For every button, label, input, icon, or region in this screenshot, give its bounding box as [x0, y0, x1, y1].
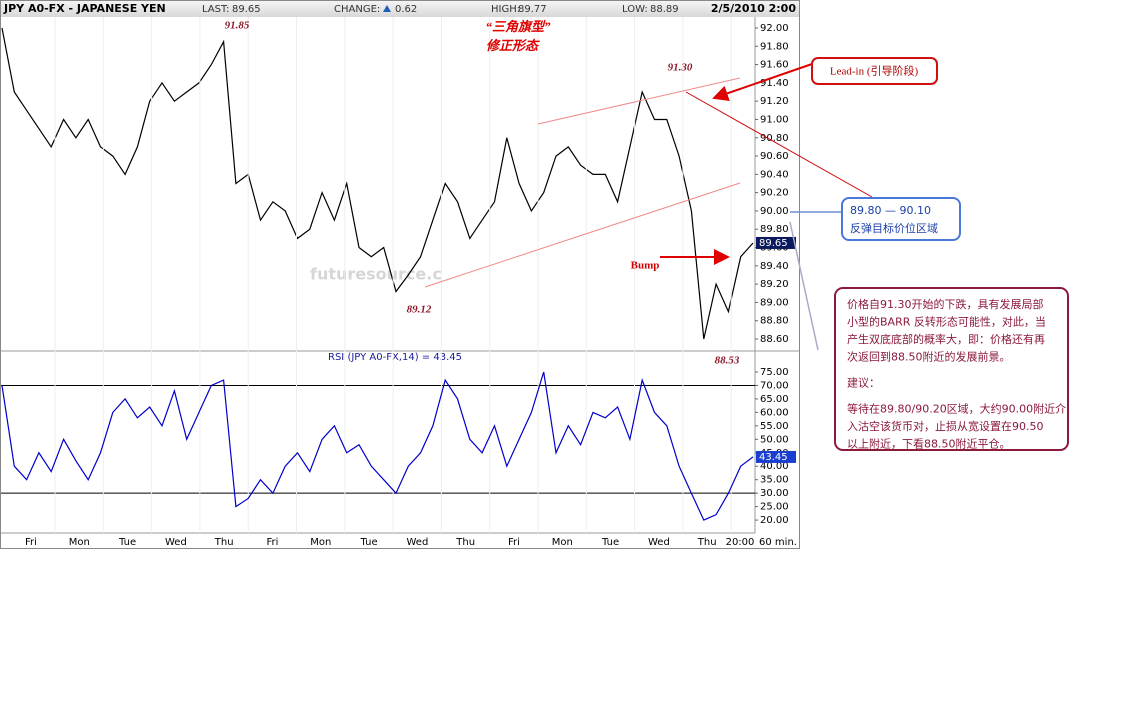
- note-line: 等待在89.80/90.20区域，大约90.00附近介: [847, 402, 1066, 416]
- note-box: [834, 287, 1069, 451]
- pointer-line: [685, 91, 873, 198]
- note-line: 小型的BARR 反转形态可能性，对此，当: [847, 315, 1046, 329]
- note-line: 以上附近，下看88.50附近平仓。: [847, 437, 1011, 451]
- last-value-box: [756, 450, 796, 463]
- y-tick-label: 89.20: [760, 279, 789, 290]
- x-tick-label: Wed: [165, 537, 187, 548]
- y-tick-label: 92.00: [760, 23, 789, 34]
- panel-title: RSI (JPY A0-FX,14) = 43.45: [328, 352, 462, 363]
- y-tick-label: 90.80: [760, 133, 789, 144]
- low-label: LOW:: [622, 4, 648, 15]
- y-tick-label: 90.60: [760, 151, 789, 162]
- plot: 88.6088.8089.0089.2089.4089.6089.8090.00…: [1, 17, 797, 548]
- y-tick-label: 91.20: [760, 96, 789, 107]
- chart-frame: [0, 0, 800, 549]
- y-tick-label: 50.00: [760, 434, 789, 445]
- y-tick-label: 40.00: [760, 461, 789, 472]
- note-line: 产生双底底部的概率大，即：价格还有再: [847, 332, 1045, 346]
- y-tick-label: 88.60: [760, 334, 789, 345]
- y-tick-label: 35.00: [760, 475, 789, 486]
- x-tick-label: Fri: [267, 537, 279, 548]
- x-tick-label: Wed: [648, 537, 670, 548]
- x-tick-label: Mon: [69, 537, 90, 548]
- x-tick-label: Thu: [455, 537, 475, 548]
- y-tick-label: 91.80: [760, 41, 789, 52]
- x-tick-label: Fri: [508, 537, 520, 548]
- pennant-upper: [537, 77, 741, 125]
- y-tick-label: 90.20: [760, 188, 789, 199]
- annotation: “三角旗型”: [485, 19, 551, 34]
- x-tick-label: Wed: [406, 537, 428, 548]
- y-tick-label: 55.00: [760, 421, 789, 432]
- y-tick-label: 25.00: [760, 502, 789, 513]
- annotation: Bump: [631, 260, 660, 272]
- up-icon: [383, 5, 391, 12]
- change: 0.62: [395, 4, 417, 15]
- low: 88.89: [650, 4, 679, 15]
- annotation: 91.85: [225, 20, 250, 32]
- high: 89.77: [518, 4, 547, 15]
- annotation: 88.53: [715, 355, 740, 367]
- x-tick-label: Thu: [214, 537, 234, 548]
- x-tick-label: Tue: [360, 537, 378, 548]
- pennant-lower: [424, 182, 741, 288]
- y-tick-label: 30.00: [760, 488, 789, 499]
- x-tick-label: Tue: [118, 537, 136, 548]
- note-line: 次返回到88.50附近的发展前景。: [847, 350, 1011, 364]
- series-line: [1, 371, 754, 521]
- lead-in-box: [811, 57, 938, 85]
- last-value-box: [756, 236, 796, 249]
- lead-in-arrow: [712, 63, 813, 101]
- y-tick-label: 88.80: [760, 316, 789, 327]
- y-tick-label: 89.40: [760, 261, 789, 272]
- annotation: 修正形态: [486, 38, 540, 53]
- y-tick-label: 90.40: [760, 169, 789, 180]
- last: 89.65: [232, 4, 261, 15]
- target-range: 89.80 — 90.10: [850, 204, 931, 217]
- symbol: JPY A0-FX - JAPANESE YEN: [3, 2, 166, 15]
- header-bar: [1, 1, 799, 17]
- x-tick-label: Mon: [310, 537, 331, 548]
- last-value-label: 89.65: [759, 238, 788, 249]
- y-tick-label: 89.00: [760, 297, 789, 308]
- x-tick-label: Fri: [25, 537, 37, 548]
- y-tick-label: 91.00: [760, 114, 789, 125]
- target-text: 反弹目标价位区域: [850, 221, 938, 235]
- change-label: CHANGE:: [334, 4, 380, 15]
- target-box: [841, 197, 961, 241]
- y-tick-label: 60.00: [760, 407, 789, 418]
- note-line: 价格自91.30开始的下跌，具有发展局部: [847, 297, 1044, 311]
- annotation: 91.30: [668, 62, 693, 74]
- x-tick-label: Mon: [552, 537, 573, 548]
- annotation: 89.12: [407, 304, 432, 316]
- lead-in-label: Lead-in (引导阶段): [830, 64, 919, 78]
- y-tick-label: 65.00: [760, 394, 789, 405]
- y-tick-label: 90.00: [760, 206, 789, 217]
- high-label: HIGH:: [491, 4, 520, 15]
- x-tick-label: 20:00: [726, 537, 755, 548]
- watermark: futuresource.c: [310, 265, 442, 284]
- x-tick-label: Tue: [601, 537, 619, 548]
- date: 2/5/2010 2:00: [711, 2, 796, 15]
- y-tick-label: 75.00: [760, 367, 789, 378]
- y-tick-label: 20.00: [760, 515, 789, 526]
- y-tick-label: 70.00: [760, 380, 789, 391]
- x-tick-label: Thu: [697, 537, 717, 548]
- series-line: [1, 27, 754, 340]
- note-line: 建议：: [847, 376, 880, 390]
- y-tick-label: 91.40: [760, 78, 789, 89]
- y-tick-label: 89.80: [760, 224, 789, 235]
- last-value-label: 43.45: [759, 452, 788, 463]
- x-unit: 60 min.: [759, 537, 797, 548]
- note-pointer: [789, 221, 819, 351]
- note-line: 入沽空该货币对，止损从宽设置在90.50: [847, 419, 1044, 433]
- last-label: LAST:: [202, 4, 229, 15]
- y-tick-label: 91.60: [760, 60, 789, 71]
